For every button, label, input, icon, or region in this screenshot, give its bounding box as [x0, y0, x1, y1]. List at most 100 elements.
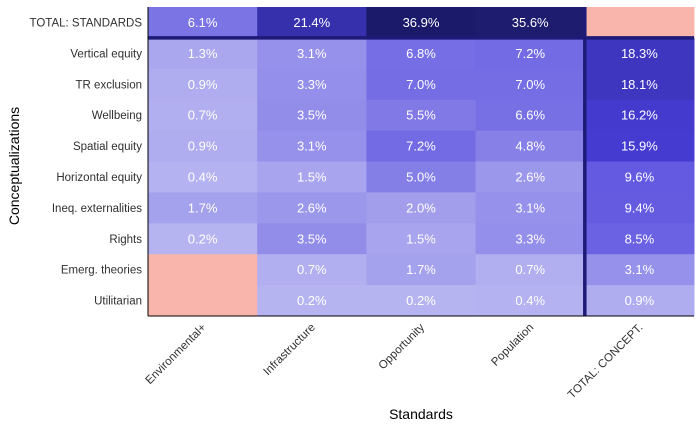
- cell-value-label: 3.3%: [297, 77, 327, 92]
- cell-value-label: 18.1%: [621, 77, 658, 92]
- heatmap-cell: [366, 223, 477, 255]
- cell-value-label: 5.0%: [406, 169, 436, 184]
- axes: [147, 7, 694, 317]
- cell-value-label: 3.1%: [297, 46, 327, 61]
- x-tick-label: Opportunity: [377, 321, 428, 372]
- heatmap-cell: [257, 37, 367, 70]
- y-tick-label: Spatial equity: [73, 141, 142, 153]
- cell-value-label: 2.6%: [297, 200, 327, 215]
- x-tick-labels: Environmental+ Infrastructure Opportunity P…: [144, 321, 646, 401]
- heatmap-cell: [257, 223, 367, 255]
- cell-value-label: 0.4%: [188, 169, 218, 184]
- heatmap-cell: [475, 68, 586, 101]
- heatmap-cell: [475, 130, 586, 162]
- heatmap-cell: [584, 223, 695, 255]
- y-tick-label: Emerg. theories: [61, 265, 142, 277]
- heatmap-cell: [148, 285, 258, 317]
- heatmap-cell: [366, 68, 477, 101]
- heatmap-cell: [257, 285, 367, 317]
- cell-value-label: 7.2%: [515, 46, 545, 61]
- heatmap-cell: [148, 99, 258, 132]
- x-tick-label: Environmental+: [144, 321, 209, 386]
- cell-value-label: 1.7%: [406, 262, 436, 277]
- cell-value-label: 0.2%: [297, 293, 327, 308]
- cell-value-label: 1.5%: [406, 231, 436, 246]
- x-tick-label: TOTAL: CONCEPT.: [566, 322, 646, 402]
- cell-value-label: 3.1%: [297, 139, 327, 154]
- y-tick-label: Utilitarian: [94, 296, 142, 308]
- heatmap-cell: [475, 285, 586, 317]
- y-tick-label: TOTAL: STANDARDS: [30, 17, 143, 29]
- heatmap-cell: [475, 192, 586, 224]
- heatmap-cell: [148, 192, 258, 224]
- cell-value-label: 1.3%: [188, 46, 218, 61]
- cell-value-label: 2.0%: [406, 200, 436, 215]
- cell-value-label: 18.3%: [621, 46, 658, 61]
- cell-value-label: 9.4%: [625, 200, 655, 215]
- cell-value-label: 0.7%: [188, 108, 218, 123]
- cell-value-label: 7.2%: [406, 139, 436, 154]
- cell-value-label: 5.5%: [406, 108, 436, 123]
- cell-value-label: 0.7%: [515, 262, 545, 277]
- cell-value-label: 6.1%: [188, 15, 218, 30]
- cell-value-label: 0.2%: [406, 293, 436, 308]
- heatmap-cell: [148, 161, 258, 193]
- heatmap-cell: [366, 192, 477, 224]
- heatmap-cell: [257, 192, 367, 224]
- x-tick-label: Infrastructure: [262, 322, 318, 378]
- heatmap-cell: [584, 192, 695, 224]
- cell-value-label: 3.5%: [297, 231, 327, 246]
- cell-value-label: 36.9%: [403, 15, 440, 30]
- y-tick-label: Ineq. externalities: [52, 203, 142, 215]
- heatmap-cell: [257, 130, 367, 162]
- heatmap-cell: [148, 254, 258, 286]
- heatmap-cell: [366, 285, 477, 317]
- heatmap-cell: [366, 161, 477, 193]
- cell-value-label: 6.8%: [406, 46, 436, 61]
- heatmap-cell: [148, 223, 258, 255]
- y-tick-label: TR exclusion: [76, 79, 142, 91]
- cell-value-label: 1.5%: [297, 169, 327, 184]
- heatmap-cell-labels: 6.1% 21.4% 36.9% 35.6% 1.3% 3.1% 6.8% 7.2% 18.3%…: [188, 15, 658, 308]
- y-axis-title: Conceptualizations: [6, 107, 22, 225]
- heatmap-cell: [584, 99, 695, 132]
- y-tick-label: Wellbeing: [92, 110, 142, 122]
- cell-value-label: 0.7%: [297, 262, 327, 277]
- y-tick-labels: TOTAL: STANDARDS Vertical equity TR exclus…: [30, 17, 143, 307]
- heatmap-cell: [584, 37, 695, 70]
- cell-value-label: 7.0%: [406, 77, 436, 92]
- cell-value-label: 21.4%: [293, 15, 330, 30]
- heatmap-cell: [148, 7, 258, 39]
- cell-value-label: 0.4%: [515, 293, 545, 308]
- heatmap-cell: [584, 68, 695, 101]
- total-separators: [148, 7, 694, 316]
- heatmap-cell: [148, 130, 258, 162]
- cell-value-label: 3.5%: [297, 108, 327, 123]
- heatmap-cell: [584, 161, 695, 193]
- x-axis-title: Standards: [389, 406, 453, 422]
- cell-value-label: 15.9%: [621, 139, 658, 154]
- heatmap-cell: [366, 37, 477, 70]
- heatmap-cell: [584, 7, 695, 39]
- cell-value-label: 3.3%: [515, 231, 545, 246]
- heatmap-cell: [257, 161, 367, 193]
- cell-value-label: 7.0%: [515, 77, 545, 92]
- cell-value-label: 9.6%: [625, 169, 655, 184]
- heatmap-cell: [584, 130, 695, 162]
- heatmap-cell: [475, 37, 586, 70]
- cell-value-label: 3.1%: [625, 262, 655, 277]
- heatmap-cell: [475, 161, 586, 193]
- heatmap-cell: [366, 7, 477, 39]
- heatmap-cell: [257, 254, 367, 286]
- heatmap-cells: [148, 7, 695, 317]
- cell-value-label: 4.8%: [515, 139, 545, 154]
- heatmap-cell: [257, 68, 367, 101]
- heatmap-cell: [475, 223, 586, 255]
- heatmap-cell: [475, 254, 586, 286]
- y-tick-label: Horizontal equity: [56, 172, 142, 184]
- cell-value-label: 8.5%: [625, 231, 655, 246]
- x-tick-label: Population: [489, 322, 536, 369]
- cell-value-label: 0.2%: [188, 231, 218, 246]
- heatmap-cell: [584, 254, 695, 286]
